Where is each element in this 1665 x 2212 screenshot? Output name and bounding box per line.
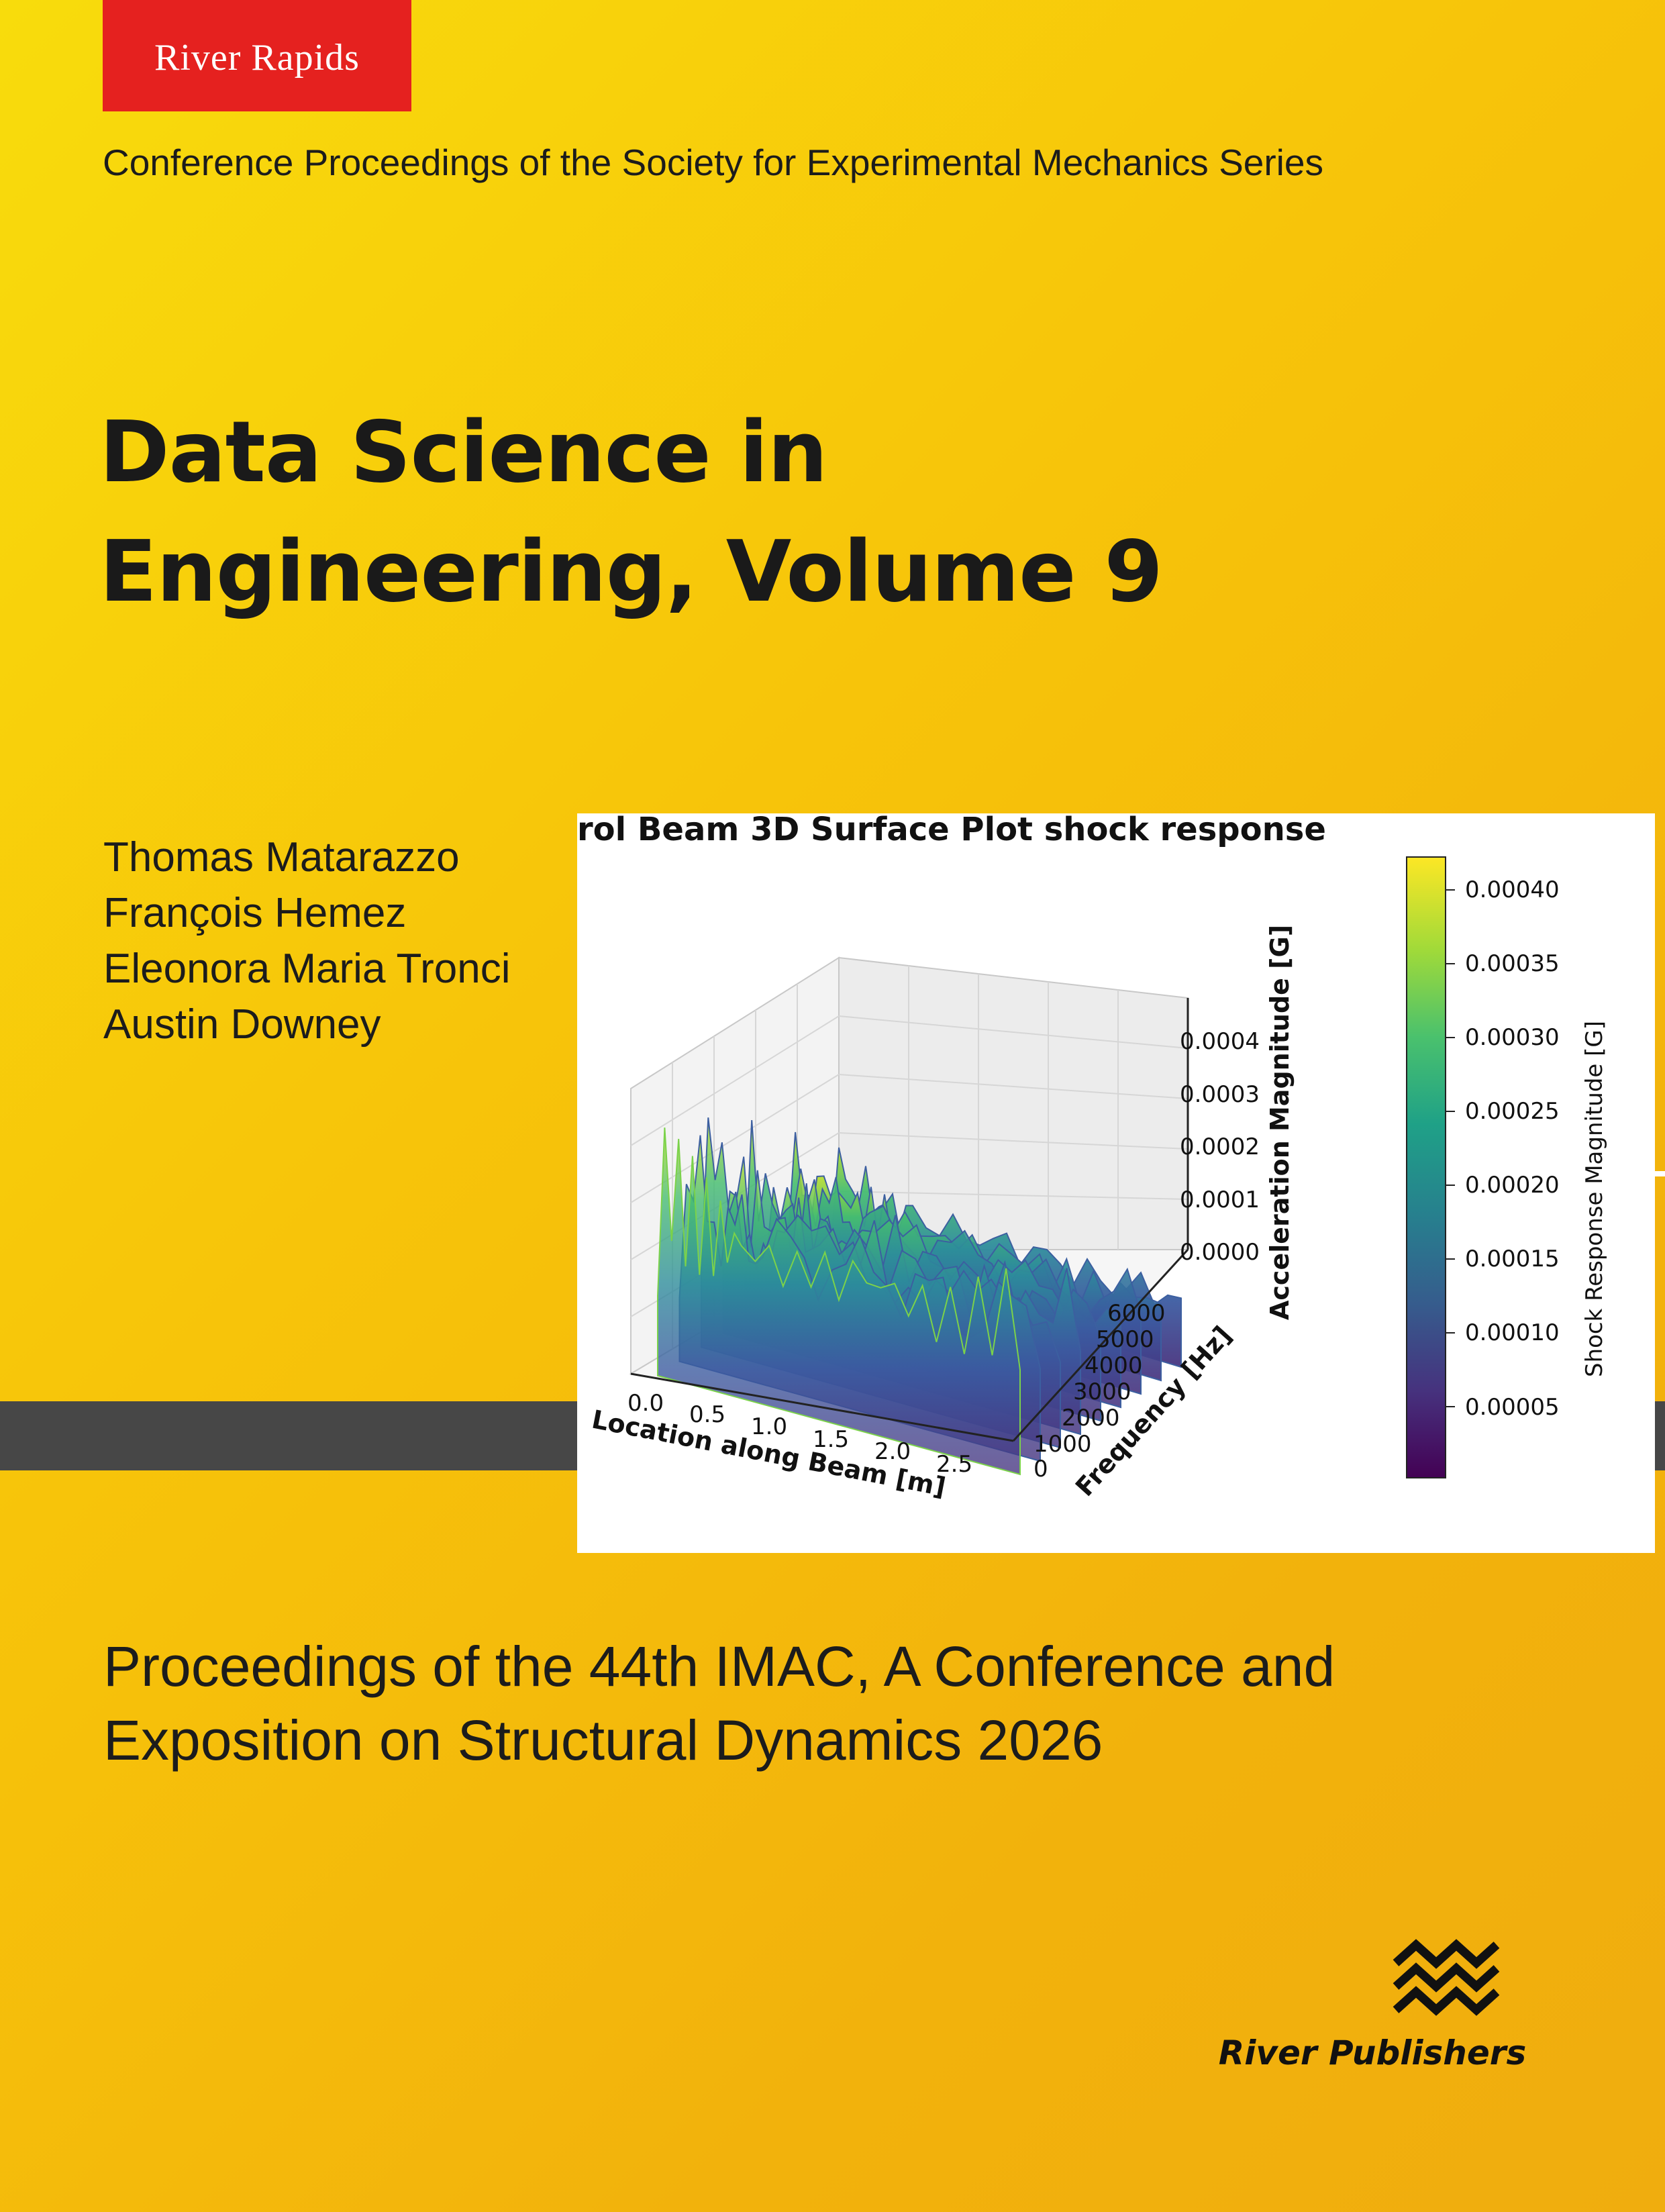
grid-line	[838, 1015, 1189, 1049]
surface-ridges	[657, 1117, 1182, 1476]
y-axis-line	[1012, 1248, 1189, 1442]
author-name: Thomas Matarazzo	[103, 834, 460, 881]
book-title-line-2: Engineering, Volume 9	[99, 522, 1163, 621]
x-tick-label: 2.0	[874, 1438, 911, 1465]
x-tick-label: 0.0	[627, 1390, 664, 1417]
z-tick-label: 0.0001	[1180, 1187, 1260, 1213]
surface-plot: rol Beam 3D Surface Plot shock response …	[577, 813, 1608, 1502]
publisher-name: River Publishers	[1218, 2033, 1527, 2072]
proceedings-line-2: Exposition on Structural Dynamics 2026	[103, 1709, 1103, 1772]
colorbar-tick-label: 0.00010	[1465, 1319, 1560, 1346]
x-tick-label: 1.0	[751, 1413, 787, 1440]
colorbar-tick-label: 0.00035	[1465, 950, 1560, 977]
z-tick-label: 0.0003	[1180, 1081, 1260, 1108]
river-waves-icon	[1393, 1939, 1500, 2016]
author-name: Austin Downey	[103, 1001, 381, 1048]
z-axis-label: Acceleration Magnitude [G]	[1265, 925, 1295, 1320]
grid-line	[838, 1132, 1189, 1150]
grid-line	[838, 1191, 1189, 1200]
y-tick-label: 6000	[1107, 1300, 1166, 1327]
x-tick-label: 0.5	[689, 1401, 725, 1428]
y-tick-label: 1000	[1033, 1431, 1092, 1458]
x-tick-label: 1.5	[813, 1426, 849, 1453]
figure-title: rol Beam 3D Surface Plot shock response	[577, 813, 1326, 848]
grid-line	[838, 1074, 1189, 1099]
y-tick-label: 4000	[1084, 1352, 1143, 1379]
y-tick-label: 5000	[1096, 1326, 1154, 1353]
author-list: Thomas Matarazzo François Hemez Eleonora…	[103, 830, 511, 1052]
cover-figure: rol Beam 3D Surface Plot shock response …	[577, 813, 1655, 1553]
z-tick-label: 0.0000	[1180, 1239, 1260, 1266]
colorbar-tick-label: 0.00040	[1465, 876, 1560, 903]
proceedings-subtitle: Proceedings of the 44th IMAC, A Conferen…	[103, 1629, 1335, 1777]
colorbar-label: Shock Response Magnitude [G]	[1581, 1021, 1608, 1377]
colorbar-tick-label: 0.00015	[1465, 1246, 1560, 1272]
y-tick-label: 2000	[1062, 1405, 1120, 1431]
colorbar-tick-label: 0.00020	[1465, 1172, 1560, 1199]
grid-line	[630, 1015, 840, 1146]
publisher-logo: River Publishers	[1215, 1933, 1530, 2087]
colorbar	[1406, 856, 1446, 1478]
z-tick-label: 0.0004	[1180, 1028, 1260, 1055]
book-title-line-1: Data Science in	[99, 403, 827, 501]
y-tick-label: 3000	[1073, 1378, 1131, 1405]
series-badge: River Rapids	[103, 0, 411, 111]
proceedings-line-1: Proceedings of the 44th IMAC, A Conferen…	[103, 1635, 1335, 1698]
z-tick-label: 0.0002	[1180, 1134, 1260, 1160]
author-name: Eleonora Maria Tronci	[103, 946, 511, 992]
surface-ridge	[657, 1127, 1021, 1476]
series-badge-label: River Rapids	[154, 37, 360, 79]
author-name: François Hemez	[103, 890, 407, 936]
series-name: Conference Proceedings of the Society fo…	[103, 142, 1323, 183]
book-title: Data Science in Engineering, Volume 9	[99, 393, 1163, 632]
colorbar-tick-label: 0.00005	[1465, 1394, 1560, 1421]
colorbar-tick-label: 0.00025	[1465, 1098, 1560, 1125]
y-tick-label: 0	[1033, 1456, 1048, 1482]
colorbar-tick-label: 0.00030	[1465, 1024, 1560, 1051]
x-tick-label: 2.5	[936, 1451, 972, 1478]
x-axis-line	[630, 1372, 1014, 1442]
